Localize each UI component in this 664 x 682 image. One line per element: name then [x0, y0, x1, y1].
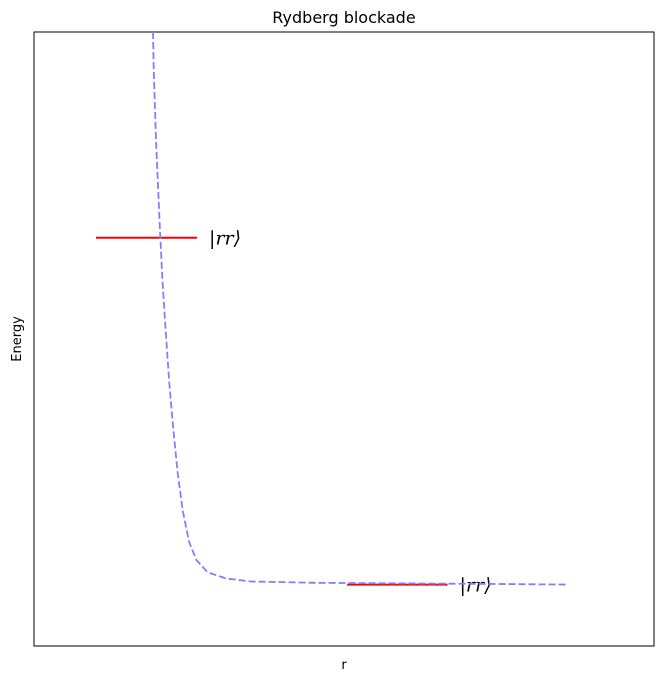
- energy-level-label: |rr⟩: [209, 228, 241, 250]
- chart-title: Rydberg blockade: [272, 8, 415, 27]
- x-axis-label: r: [341, 658, 347, 673]
- energy-level-label: |rr⟩: [460, 575, 492, 597]
- y-axis-label: Energy: [10, 316, 25, 362]
- potential-curve: [152, 32, 568, 586]
- plot-area: [33, 31, 655, 647]
